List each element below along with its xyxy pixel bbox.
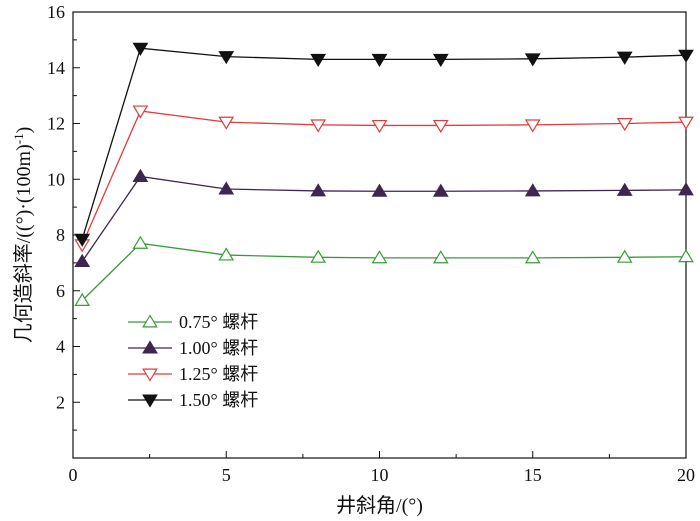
legend-label: 1.00° 螺杆 <box>179 338 258 358</box>
data-point-marker <box>432 250 449 264</box>
y-tick-label: 12 <box>47 114 65 134</box>
data-point-marker <box>132 105 149 119</box>
y-axis-title-main: 几何造斜率/((°)·(100m) <box>12 144 35 343</box>
data-point-marker <box>74 292 91 306</box>
series-1 <box>74 235 694 306</box>
data-point-marker <box>310 183 327 197</box>
x-tick-label: 20 <box>677 465 695 485</box>
data-point-marker <box>524 119 541 133</box>
data-point-marker <box>132 42 149 56</box>
data-point-marker <box>310 119 327 133</box>
series-2 <box>74 168 694 267</box>
legend-label: 1.50° 螺杆 <box>179 390 258 410</box>
legend-item: 1.00° 螺杆 <box>128 338 258 358</box>
y-axis-title-superscript: -1 <box>11 133 26 144</box>
data-point-marker <box>432 183 449 197</box>
series-line <box>81 175 687 262</box>
data-point-marker <box>74 233 91 247</box>
legend-item: 1.50° 螺杆 <box>128 390 258 410</box>
x-tick-label: 0 <box>69 465 78 485</box>
data-point-marker <box>218 116 235 130</box>
legend-item: 1.25° 螺杆 <box>128 364 258 384</box>
data-point-marker <box>371 250 388 264</box>
data-point-marker <box>310 53 327 68</box>
y-tick-label: 6 <box>56 281 65 301</box>
y-tick-label: 8 <box>56 225 65 245</box>
legend-swatch-marker <box>142 394 158 408</box>
data-point-marker <box>132 235 149 249</box>
legend-swatch-marker <box>142 368 158 382</box>
data-point-marker <box>678 182 694 196</box>
data-point-marker <box>678 116 694 130</box>
series-3 <box>74 105 694 253</box>
plot-frame <box>72 11 687 459</box>
data-point-marker <box>218 51 235 65</box>
data-point-marker <box>616 51 633 65</box>
series-line <box>81 110 687 246</box>
x-axis-title: 井斜角/(°) <box>336 494 423 517</box>
y-tick-label: 14 <box>47 58 65 78</box>
x-tick-label: 10 <box>371 465 389 485</box>
legend-label: 1.25° 螺杆 <box>179 364 258 384</box>
data-point-marker <box>616 249 633 263</box>
data-point-marker <box>616 118 633 132</box>
y-tick-label: 2 <box>56 392 65 412</box>
data-point-marker <box>524 53 541 67</box>
series-line <box>81 47 687 240</box>
data-point-marker <box>132 168 149 182</box>
data-point-marker <box>218 181 235 195</box>
y-tick-label: 10 <box>47 169 65 189</box>
legend: 0.75° 螺杆 1.00° 螺杆 1.25° 螺杆 1.50° 螺杆 <box>128 312 258 410</box>
legend-swatch-marker <box>142 340 158 354</box>
data-point-marker <box>371 119 388 134</box>
legend-label: 0.75° 螺杆 <box>179 312 258 332</box>
data-point-marker <box>218 247 235 261</box>
data-point-marker <box>371 53 388 68</box>
y-axis-title-close: ) <box>13 127 35 134</box>
series-4 <box>74 42 694 247</box>
data-point-marker <box>678 49 694 63</box>
series-line <box>81 242 687 301</box>
data-point-marker <box>310 249 327 263</box>
data-point-marker <box>432 119 449 134</box>
y-axis-title: 几何造斜率/((°)·(100m)-1) <box>11 127 35 344</box>
x-tick-label: 15 <box>524 465 542 485</box>
axis-ticks: 0 5 10 15 20 2 4 6 8 10 12 14 16 <box>47 2 695 485</box>
data-point-marker <box>616 182 633 196</box>
y-tick-label: 16 <box>47 2 65 22</box>
y-tick-label: 4 <box>56 337 65 357</box>
data-point-marker <box>432 53 449 68</box>
data-point-marker <box>74 253 91 267</box>
x-tick-label: 5 <box>222 465 231 485</box>
legend-swatch-marker <box>142 314 158 328</box>
data-point-marker <box>524 183 541 197</box>
data-point-marker <box>371 183 388 197</box>
data-point-marker <box>678 249 694 263</box>
legend-item: 0.75° 螺杆 <box>128 312 258 332</box>
data-point-marker <box>524 250 541 264</box>
series-layer <box>74 42 694 306</box>
